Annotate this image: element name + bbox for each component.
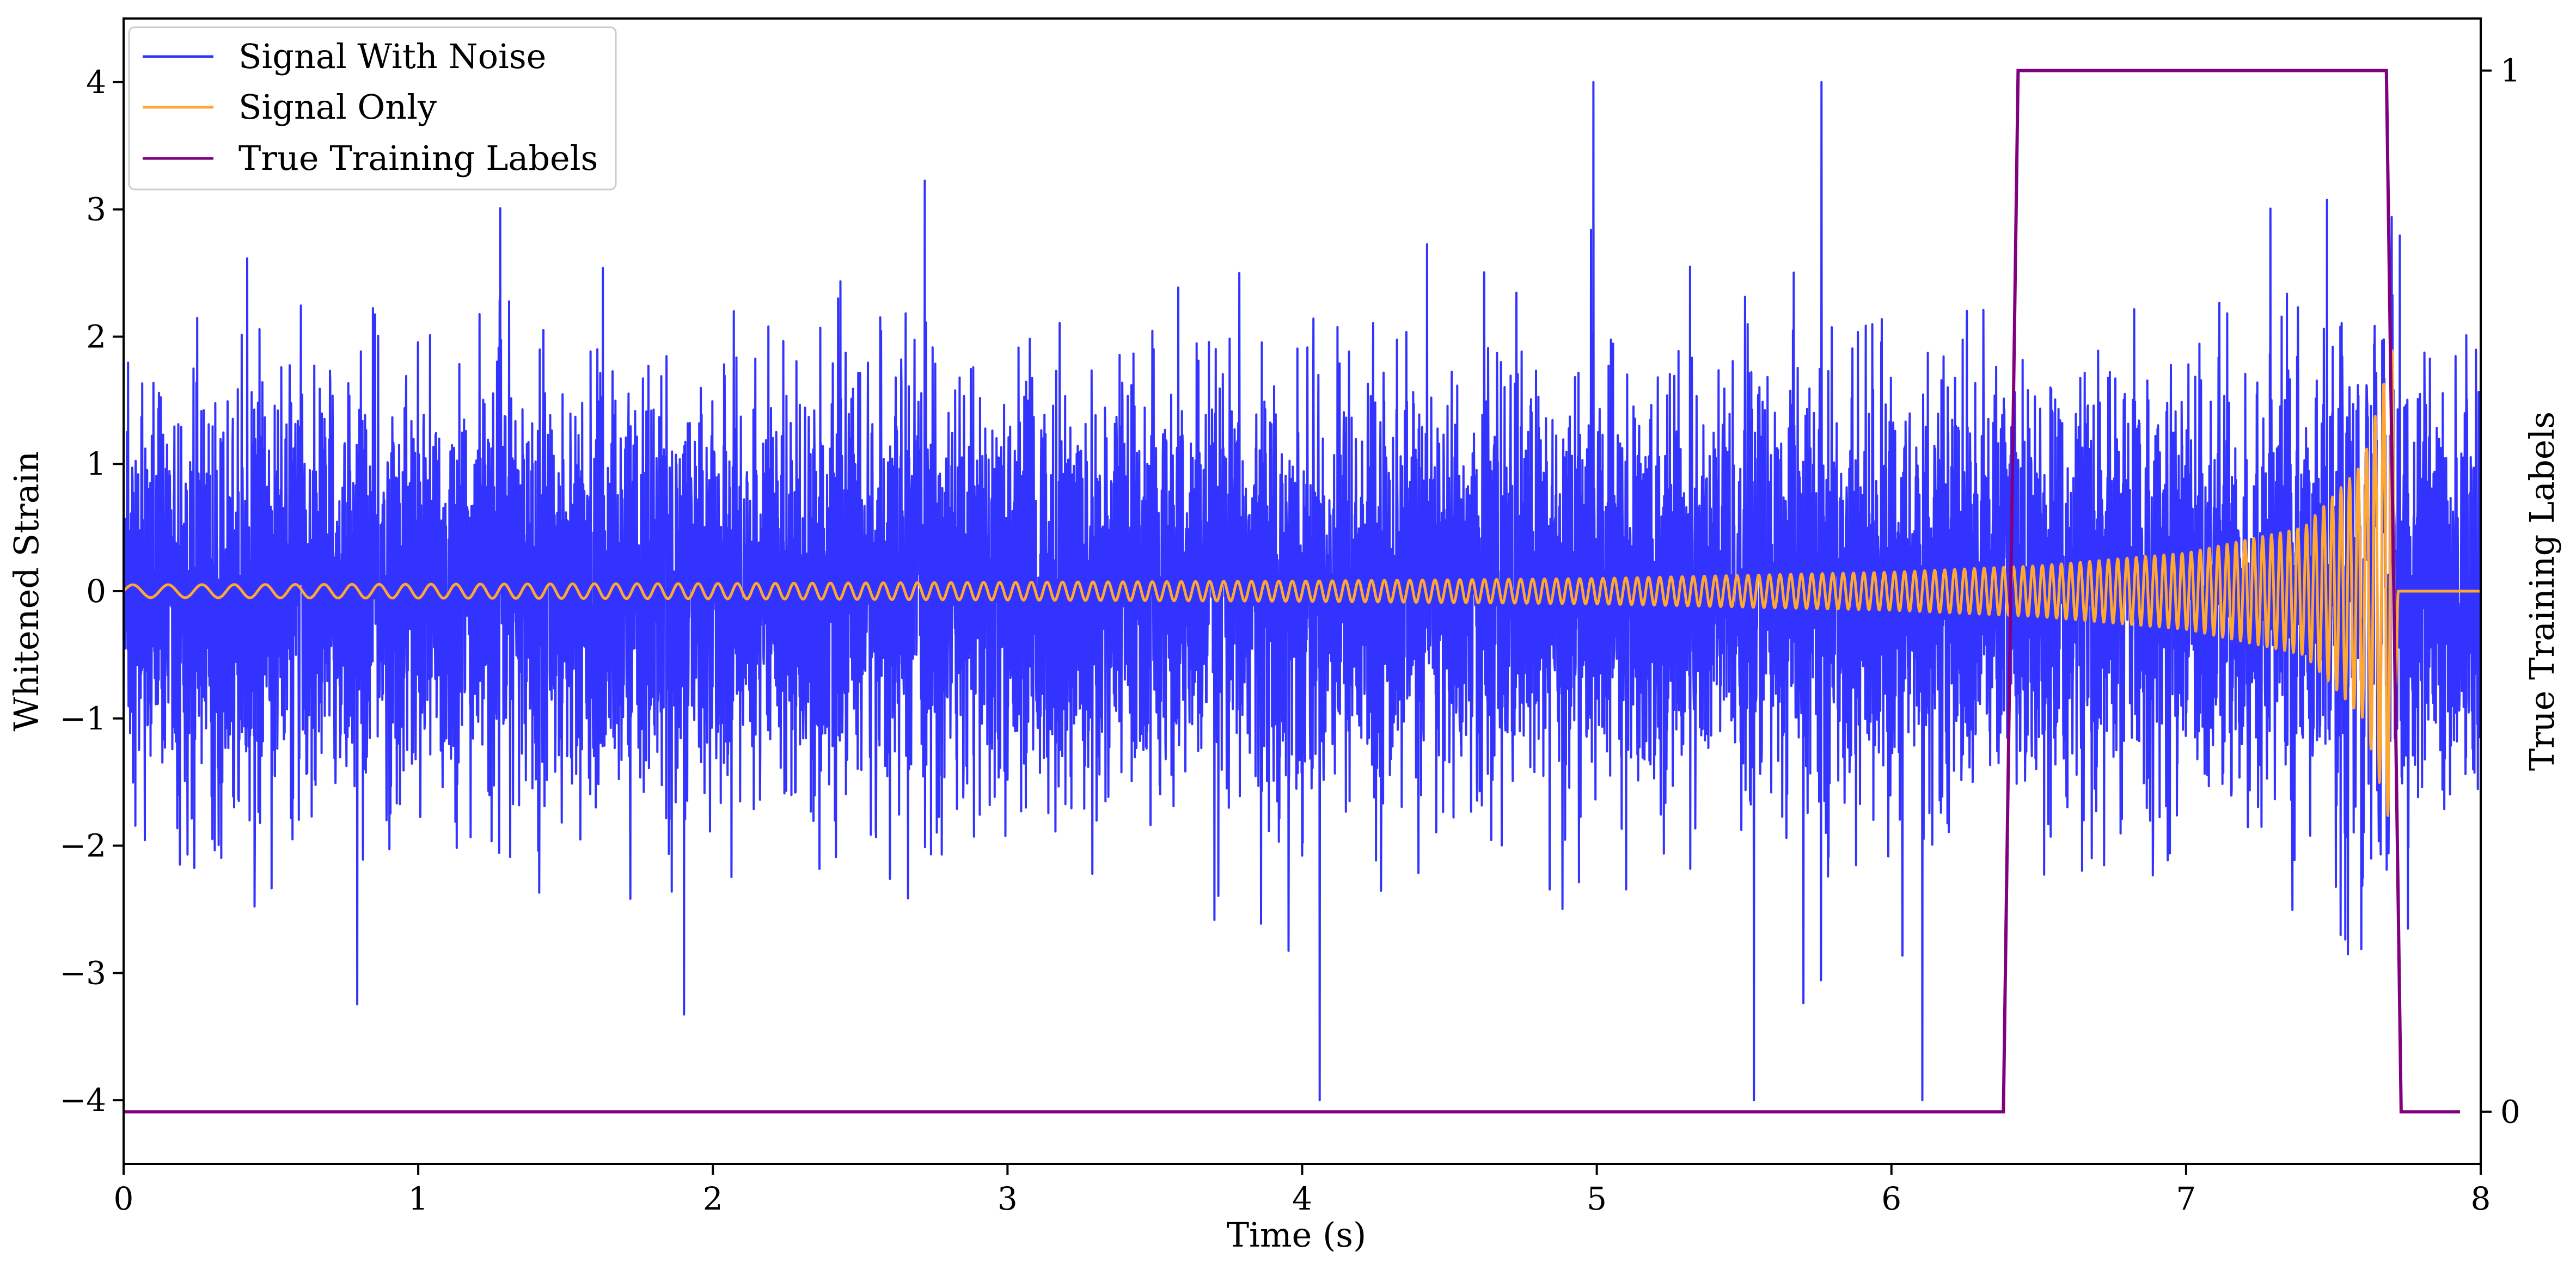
- x-tick-label: 5: [1587, 1180, 1607, 1217]
- x-tick-label: 1: [408, 1180, 429, 1217]
- series-line-true-training-labels: [124, 69, 2461, 1114]
- x-tick-label: 4: [1292, 1180, 1312, 1217]
- y-axis-label: Whitened Strain: [7, 451, 46, 732]
- y2-tick-label: 1: [2500, 52, 2520, 89]
- x-tick-label: 7: [2176, 1180, 2196, 1217]
- y-tick-label: −4: [60, 1082, 107, 1119]
- y-tick-label: −1: [60, 700, 107, 737]
- legend-label-true-training-labels: True Training Labels: [238, 138, 598, 178]
- x-tick-label: 0: [114, 1180, 134, 1217]
- y-axis-left: −4 −3 −2 −1 0 1 2 3 4: [60, 64, 124, 1119]
- y-tick-label: 0: [86, 573, 106, 610]
- y2-axis-label: True Training Labels: [2522, 412, 2562, 771]
- y-tick-label: 3: [86, 191, 106, 228]
- legend: Signal With Noise Signal Only True Train…: [128, 26, 617, 191]
- series-line-signal-with-noise: [124, 81, 2481, 1102]
- x-tick-label: 3: [998, 1180, 1018, 1217]
- x-tick-label: 6: [1881, 1180, 1901, 1217]
- legend-label-signal-with-noise: Signal With Noise: [238, 36, 546, 76]
- y-tick-label: −2: [60, 827, 107, 864]
- y2-tick-label: 0: [2500, 1093, 2520, 1130]
- series-line-signal-only: [124, 349, 2481, 817]
- y-tick-label: −3: [60, 954, 107, 991]
- x-axis-label: Time (s): [1227, 1215, 1367, 1255]
- y-tick-label: 2: [86, 318, 106, 355]
- y-tick-label: 1: [86, 445, 106, 482]
- y-axis-right: 01: [2481, 52, 2520, 1130]
- y-tick-label: 4: [86, 64, 106, 101]
- x-tick-label: 2: [703, 1180, 723, 1217]
- x-tick-label: 8: [2471, 1180, 2491, 1217]
- legend-frame: [128, 26, 617, 191]
- x-axis: 0 1 2 3 4 5 6 7 8: [114, 1164, 2491, 1217]
- legend-label-signal-only: Signal Only: [238, 87, 437, 127]
- series-layer: [124, 69, 2481, 1114]
